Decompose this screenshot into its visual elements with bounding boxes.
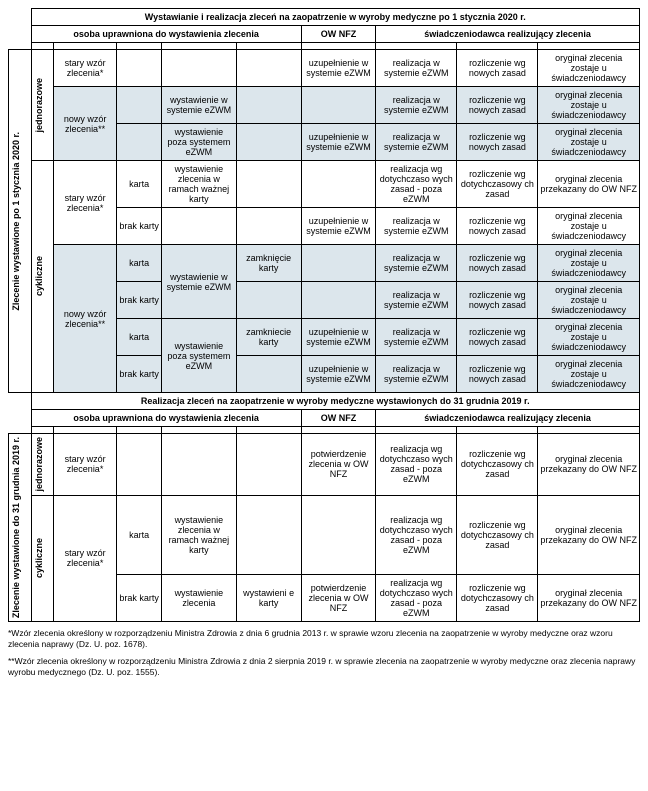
cell: rozliczenie wg dotychczasowy ch zasad: [457, 434, 538, 496]
cell: uzupełnienie w systemie eZWM: [301, 208, 375, 245]
cell: karta: [117, 161, 162, 208]
side-cykl2: cykliczne: [34, 538, 44, 578]
main-table: Wystawianie i realizacja zleceń na zaopa…: [8, 8, 640, 622]
cell: oryginał zlecenia zostaje u świadczeniod…: [538, 245, 640, 282]
cell: wystawienie zlecenia: [162, 575, 236, 622]
cell: wystawienie w systemie eZWM: [162, 87, 236, 124]
cell: zamkniecie karty: [236, 319, 301, 356]
title-bottom: Realizacja zleceń na zaopatrzenie w wyro…: [31, 393, 639, 410]
cell: nowy wzór zlecenia**: [54, 87, 117, 161]
cell: wystawienie poza systemem eZWM: [162, 319, 236, 393]
cell: rozliczenie wg nowych zasad: [457, 124, 538, 161]
cell: oryginał zlecenia zostaje u świadczeniod…: [538, 282, 640, 319]
cell: stary wzór zlecenia*: [54, 161, 117, 245]
side-bottom: Zlecenie wystawione do 31 grudnia 2019 r…: [11, 437, 21, 618]
cell: realizacja w systemie eZWM: [376, 87, 457, 124]
cell: realizacja wg dotychczaso wych zasad - p…: [376, 434, 457, 496]
cell: realizacja w systemie eZWM: [376, 282, 457, 319]
cell: rozliczenie wg nowych zasad: [457, 87, 538, 124]
cell: brak karty: [117, 356, 162, 393]
cell: realizacja w systemie eZWM: [376, 356, 457, 393]
cell: realizacja w systemie eZWM: [376, 319, 457, 356]
cell: realizacja wg dotychczaso wych zasad - p…: [376, 161, 457, 208]
hdr-ow2: OW NFZ: [301, 410, 375, 427]
cell: potwierdzenie zlecenia w OW NFZ: [301, 434, 375, 496]
cell: wystawienie w systemie eZWM: [162, 245, 236, 319]
cell: rozliczenie wg nowych zasad: [457, 282, 538, 319]
cell: rozliczenie wg dotychczasowy ch zasad: [457, 495, 538, 575]
title-top: Wystawianie i realizacja zleceń na zaopa…: [31, 9, 639, 26]
cell: brak karty: [117, 208, 162, 245]
cell: brak karty: [117, 282, 162, 319]
cell: oryginał zlecenia zostaje u świadczeniod…: [538, 124, 640, 161]
cell: wystawieni e karty: [236, 575, 301, 622]
cell: oryginał zlecenia zostaje u świadczeniod…: [538, 319, 640, 356]
cell: realizacja w systemie eZWM: [376, 208, 457, 245]
hdr-swiad: świadczeniodawca realizujący zlecenia: [376, 26, 640, 43]
cell: wystawienie zlecenia w ramach ważnej kar…: [162, 495, 236, 575]
cell: karta: [117, 495, 162, 575]
cell: oryginał zlecenia zostaje u świadczeniod…: [538, 50, 640, 87]
cell: oryginał zlecenia przekazany do OW NFZ: [538, 575, 640, 622]
cell: realizacja wg dotychczaso wych zasad - p…: [376, 575, 457, 622]
cell: rozliczenie wg nowych zasad: [457, 356, 538, 393]
cell: uzupełnienie w systemie eZWM: [301, 124, 375, 161]
cell: oryginał zlecenia przekazany do OW NFZ: [538, 434, 640, 496]
cell: uzupełnienie w systemie eZWM: [301, 50, 375, 87]
cell: wystawienie zlecenia w ramach ważnej kar…: [162, 161, 236, 208]
cell: oryginał zlecenia przekazany do OW NFZ: [538, 161, 640, 208]
cell: oryginał zlecenia przekazany do OW NFZ: [538, 495, 640, 575]
side-jedno: jednorazowe: [34, 78, 44, 133]
cell: rozliczenie wg nowych zasad: [457, 208, 538, 245]
hdr-osoba: osoba uprawniona do wystawienia zlecenia: [31, 26, 301, 43]
cell: rozliczenie wg dotychczasowy ch zasad: [457, 575, 538, 622]
hdr-ow: OW NFZ: [301, 26, 375, 43]
cell: brak karty: [117, 575, 162, 622]
cell: stary wzór zlecenia*: [54, 495, 117, 622]
cell: rozliczenie wg nowych zasad: [457, 50, 538, 87]
cell: uzupełnienie w systemie eZWM: [301, 319, 375, 356]
side-top: Zlecenie wystawione po 1 stycznia 2020 r…: [11, 132, 21, 311]
cell: potwierdzenie zlecenia w OW NFZ: [301, 575, 375, 622]
hdr-osoba2: osoba uprawniona do wystawienia zlecenia: [31, 410, 301, 427]
cell: karta: [117, 319, 162, 356]
cell: realizacja w systemie eZWM: [376, 245, 457, 282]
cell: stary wzór zlecenia*: [54, 50, 117, 87]
cell: oryginał zlecenia zostaje u świadczeniod…: [538, 87, 640, 124]
footnote-1: *Wzór zlecenia określony w rozporządzeni…: [8, 628, 640, 650]
cell: realizacja w systemie eZWM: [376, 50, 457, 87]
cell: oryginał zlecenia zostaje u świadczeniod…: [538, 356, 640, 393]
cell: zamknięcie karty: [236, 245, 301, 282]
cell: realizacja w systemie eZWM: [376, 124, 457, 161]
side-cykl: cykliczne: [34, 256, 44, 296]
cell: stary wzór zlecenia*: [54, 434, 117, 496]
side-jedno2: jednorazowe: [34, 437, 44, 492]
cell: wystawienie poza systemem eZWM: [162, 124, 236, 161]
cell: karta: [117, 245, 162, 282]
hdr-swiad2: świadczeniodawca realizujący zlecenia: [376, 410, 640, 427]
footnote-2: **Wzór zlecenia określony w rozporządzen…: [8, 656, 640, 678]
cell: rozliczenie wg dotychczasowy ch zasad: [457, 161, 538, 208]
cell: realizacja wg dotychczaso wych zasad - p…: [376, 495, 457, 575]
cell: rozliczenie wg nowych zasad: [457, 245, 538, 282]
cell: oryginał zlecenia zostaje u świadczeniod…: [538, 208, 640, 245]
cell: rozliczenie wg nowych zasad: [457, 319, 538, 356]
cell: nowy wzór zlecenia**: [54, 245, 117, 393]
cell: uzupełnienie w systemie eZWM: [301, 356, 375, 393]
